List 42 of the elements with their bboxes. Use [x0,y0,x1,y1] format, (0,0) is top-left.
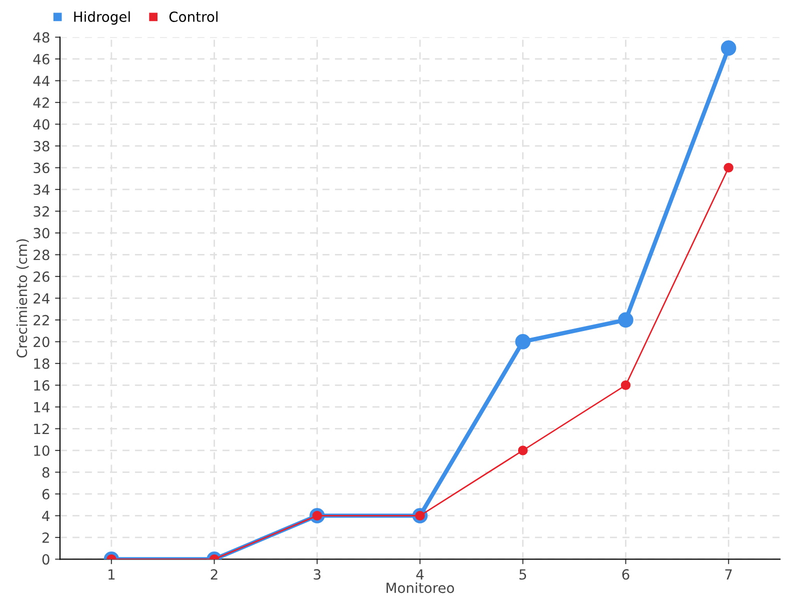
y-tick-label: 18 [34,358,50,369]
point [515,334,530,350]
y-tick-label: 2 [42,532,49,543]
point [518,446,528,456]
y-tick-label: 24 [34,293,50,304]
point [724,162,734,173]
x-axis-title: Monitoreo [386,582,454,594]
y-tick-label: 36 [34,162,50,174]
x-tick-label: 2 [210,569,218,580]
y-axis-title: Crecimiento (cm) [16,239,29,358]
y-tick-label: 34 [34,184,50,195]
point [620,380,631,390]
y-tick-label: 44 [33,76,50,86]
point [618,312,634,328]
y-tick-label: 46 [33,54,50,64]
y-tick-label: 10 [34,445,50,456]
x-tick-label: 5 [520,569,526,580]
y-tick-label: 14 [34,402,50,412]
y-tick-label: 8 [42,467,50,478]
y-tick-label: 6 [42,488,50,500]
y-tick-label: 20 [34,336,50,348]
y-tick-label: 12 [34,424,49,434]
y-tick-label: 28 [34,250,50,260]
y-tick-label: 0 [42,554,50,565]
y-tick-label: 32 [34,206,49,217]
x-tick-label: 1 [108,569,115,580]
y-tick-label: 42 [33,97,49,108]
x-tick-label: 7 [725,569,732,580]
legend-label: Control [169,11,218,22]
legend-label: Hidrogel [74,11,130,25]
x-tick-label: 4 [416,569,424,580]
y-tick-label: 30 [34,228,50,238]
y-tick-label: 4 [42,510,50,521]
y-tick-label: 26 [34,271,50,282]
y-tick-label: 22 [34,314,49,326]
x-tick-label: 3 [314,569,320,580]
y-tick-label: 38 [34,140,50,152]
y-tick-label: 16 [34,380,50,391]
point [720,40,736,56]
x-tick-label: 6 [622,569,630,580]
y-tick-label: 40 [33,119,50,130]
y-tick-label: 48 [33,32,50,43]
